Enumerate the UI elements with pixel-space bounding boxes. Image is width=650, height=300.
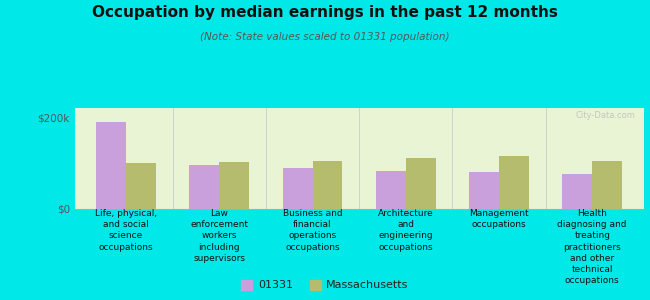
Bar bbox=[592, 160, 622, 208]
Text: Occupation by median earnings in the past 12 months: Occupation by median earnings in the pas… bbox=[92, 4, 558, 20]
Text: Business and
financial
operations
occupations: Business and financial operations occupa… bbox=[283, 209, 343, 252]
Bar bbox=[189, 165, 219, 208]
Text: (Note: State values scaled to 01331 population): (Note: State values scaled to 01331 popu… bbox=[200, 32, 450, 41]
Text: Architecture
and
engineering
occupations: Architecture and engineering occupations bbox=[378, 209, 434, 252]
Legend: 01331, Massachusetts: 01331, Massachusetts bbox=[237, 275, 413, 295]
Bar bbox=[376, 171, 406, 208]
Bar bbox=[96, 122, 126, 208]
Bar bbox=[313, 161, 343, 208]
Bar bbox=[499, 156, 529, 208]
Text: City-Data.com: City-Data.com bbox=[575, 111, 635, 120]
Bar bbox=[283, 168, 313, 208]
Text: Law
enforcement
workers
including
supervisors: Law enforcement workers including superv… bbox=[190, 209, 248, 263]
Bar bbox=[219, 162, 249, 208]
Bar bbox=[562, 174, 592, 208]
Text: Management
occupations: Management occupations bbox=[469, 209, 529, 230]
Bar bbox=[406, 158, 436, 208]
Text: Life, physical,
and social
science
occupations: Life, physical, and social science occup… bbox=[95, 209, 157, 252]
Text: Health
diagnosing and
treating
practitioners
and other
technical
occupations: Health diagnosing and treating practitio… bbox=[558, 209, 627, 285]
Bar bbox=[126, 163, 156, 208]
Bar bbox=[469, 172, 499, 208]
